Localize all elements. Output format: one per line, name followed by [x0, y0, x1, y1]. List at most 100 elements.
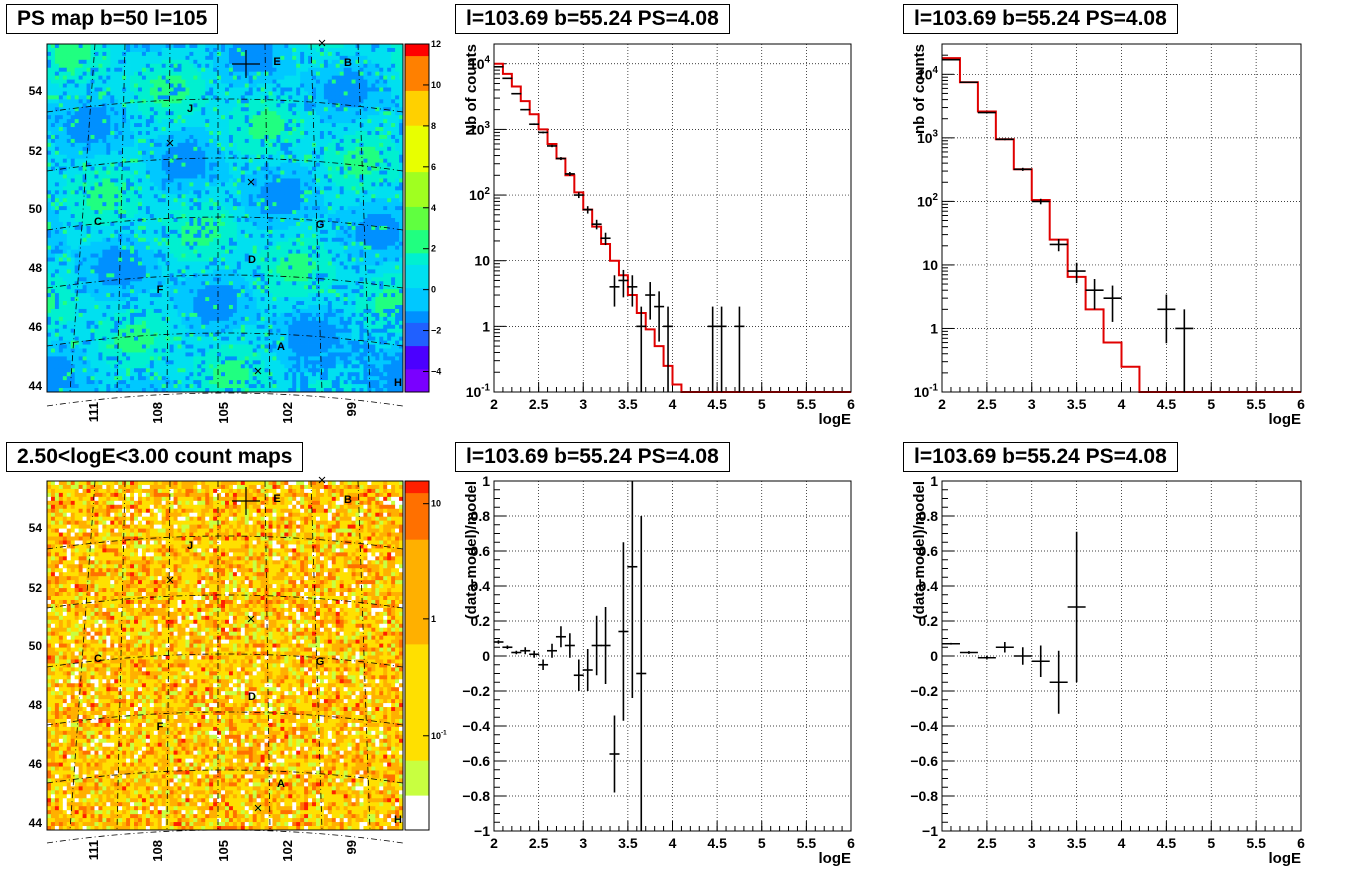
- map-pixel: [126, 107, 130, 111]
- map-pixel: [304, 111, 308, 115]
- map-pixel: [91, 210, 95, 214]
- map-pixel: [197, 131, 201, 135]
- map-pixel: [352, 242, 356, 246]
- map-pixel: [356, 60, 360, 64]
- map-pixel: [229, 123, 233, 127]
- map-pixel: [336, 72, 340, 76]
- map-pixel: [308, 80, 312, 84]
- map-pixel: [272, 238, 276, 242]
- map-pixel: [71, 115, 75, 119]
- map-pixel: [371, 127, 375, 131]
- map-pixel: [181, 218, 185, 222]
- map-pixel: [193, 190, 197, 194]
- map-pixel: [379, 147, 383, 151]
- map-pixel: [225, 230, 229, 234]
- map-pixel: [371, 194, 375, 198]
- map-pixel: [387, 186, 391, 190]
- map-pixel: [181, 84, 185, 88]
- map-pixel: [67, 202, 71, 206]
- map-pixel: [150, 115, 154, 119]
- map-pixel: [158, 206, 162, 210]
- map-pixel: [106, 246, 110, 250]
- map-pixel: [110, 246, 114, 250]
- map-pixel: [55, 91, 59, 95]
- map-pixel: [257, 143, 261, 147]
- map-pixel: [340, 52, 344, 56]
- map-pixel: [296, 210, 300, 214]
- map-pixel: [352, 56, 356, 60]
- map-pixel: [79, 91, 83, 95]
- map-pixel: [67, 76, 71, 80]
- map-pixel: [122, 234, 126, 238]
- map-pixel: [59, 60, 63, 64]
- map-pixel: [395, 56, 399, 60]
- map-pixel: [106, 159, 110, 163]
- map-pixel: [106, 198, 110, 202]
- map-pixel: [359, 76, 363, 80]
- map-pixel: [249, 68, 253, 72]
- map-pixel: [221, 214, 225, 218]
- map-pixel: [201, 171, 205, 175]
- map-pixel: [332, 88, 336, 92]
- map-pixel: [51, 234, 55, 238]
- map-pixel: [158, 99, 162, 103]
- map-pixel: [87, 159, 91, 163]
- map-pixel: [142, 194, 146, 198]
- map-pixel: [261, 226, 265, 230]
- map-pixel: [181, 64, 185, 68]
- map-pixel: [134, 76, 138, 80]
- map-pixel: [363, 60, 367, 64]
- map-pixel: [300, 206, 304, 210]
- map-pixel: [348, 44, 352, 48]
- map-pixel: [371, 115, 375, 119]
- map-pixel: [185, 68, 189, 72]
- map-pixel: [257, 115, 261, 119]
- map-pixel: [233, 68, 237, 72]
- map-pixel: [110, 111, 114, 115]
- map-pixel: [126, 103, 130, 107]
- map-pixel: [134, 119, 138, 123]
- map-pixel: [395, 218, 399, 222]
- map-pixel: [253, 84, 257, 88]
- map-pixel: [245, 135, 249, 139]
- map-pixel: [241, 182, 245, 186]
- map-pixel: [387, 84, 391, 88]
- map-pixel: [154, 95, 158, 99]
- map-pixel: [367, 111, 371, 115]
- map-pixel: [379, 99, 383, 103]
- map-pixel: [154, 202, 158, 206]
- map-pixel: [276, 95, 280, 99]
- map-pixel: [209, 84, 213, 88]
- map-pixel: [253, 68, 257, 72]
- map-pixel: [110, 186, 114, 190]
- map-pixel: [110, 226, 114, 230]
- map-pixel: [253, 80, 257, 84]
- map-pixel: [332, 178, 336, 182]
- map-pixel: [150, 155, 154, 159]
- map-pixel: [75, 254, 79, 258]
- map-pixel: [395, 206, 399, 210]
- map-pixel: [253, 151, 257, 155]
- map-pixel: [229, 167, 233, 171]
- map-pixel: [110, 147, 114, 151]
- map-pixel: [233, 88, 237, 92]
- map-pixel: [146, 218, 150, 222]
- map-pixel: [269, 190, 273, 194]
- map-pixel: [110, 262, 114, 266]
- map-pixel: [197, 147, 201, 151]
- map-pixel: [296, 238, 300, 242]
- map-pixel: [284, 206, 288, 210]
- map-pixel: [300, 246, 304, 250]
- map-pixel: [59, 52, 63, 56]
- map-pixel: [106, 202, 110, 206]
- map-pixel: [158, 178, 162, 182]
- map-pixel: [174, 84, 178, 88]
- map-pixel: [237, 171, 241, 175]
- map-pixel: [102, 194, 106, 198]
- map-pixel: [300, 151, 304, 155]
- map-pixel: [300, 234, 304, 238]
- map-pixel: [110, 72, 114, 76]
- map-pixel: [205, 246, 209, 250]
- map-pixel: [387, 64, 391, 68]
- map-pixel: [237, 44, 241, 48]
